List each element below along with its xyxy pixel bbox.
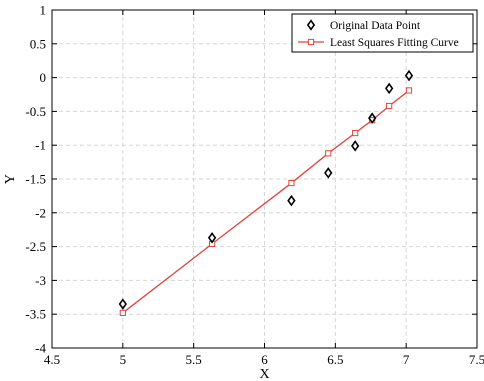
series-data-points — [118, 69, 414, 310]
legend-item: Original Data Point — [306, 19, 421, 32]
y-axis-label: Y — [3, 174, 18, 184]
data-point — [385, 82, 394, 95]
y-tick-label: -1 — [35, 138, 46, 153]
legend-label: Least Squares Fitting Curve — [330, 37, 459, 49]
y-tick-label: 0.5 — [30, 36, 46, 51]
data-point — [324, 167, 333, 179]
data-point — [404, 69, 414, 82]
legend-box — [291, 13, 474, 53]
y-tick-label: -1.5 — [25, 172, 46, 187]
fit-curve-point — [288, 179, 295, 187]
legend-diamond-marker — [306, 19, 316, 31]
data-point — [368, 112, 377, 124]
legend-item: Least Squares Fitting Curve — [298, 37, 459, 49]
y-tick-label: -2 — [35, 205, 46, 220]
data-point — [207, 232, 217, 244]
grid — [52, 10, 477, 348]
legend-items: Original Data Point Least Squares Fitting… — [298, 19, 459, 49]
fit-curve-point — [405, 87, 413, 94]
legend: Original Data Point Least Squares Fitting… — [291, 13, 474, 53]
y-tick-label: -3.5 — [25, 307, 46, 322]
data-point — [118, 298, 127, 310]
x-tick-label: 7.5 — [469, 352, 484, 367]
axis-ticks: 4.5 5 5.5 6 6.5 7 7.5 1 0.5 0 -0.5 -1 -1.5 -2 -2.5 -3 -3… — [25, 3, 484, 368]
y-tick-label: -0.5 — [25, 104, 46, 119]
x-tick-label: 4.5 — [44, 352, 60, 367]
legend-square-marker — [307, 38, 315, 46]
x-tick-label: 7 — [403, 352, 410, 367]
fit-curve-point — [325, 150, 332, 157]
y-tick-label: -2.5 — [25, 239, 46, 254]
y-tick-label: -4 — [35, 341, 46, 356]
y-tick-label: -3 — [35, 273, 46, 288]
x-tick-label: 5 — [120, 352, 127, 367]
x-tick-label: 5.5 — [186, 352, 202, 367]
plot-series — [118, 69, 414, 316]
fit-curve-point — [386, 102, 393, 110]
x-axis-label: X — [259, 367, 269, 381]
x-tick-label: 6 — [261, 352, 268, 367]
legend-label: Original Data Point — [330, 20, 421, 32]
fit-curve-point — [352, 129, 359, 137]
x-tick-label: 6.5 — [327, 352, 343, 367]
y-tick-label: 1 — [40, 3, 47, 18]
y-tick-label: 0 — [40, 70, 47, 85]
fit-curve-point — [119, 309, 126, 316]
data-point — [287, 194, 296, 207]
data-point — [351, 140, 360, 152]
